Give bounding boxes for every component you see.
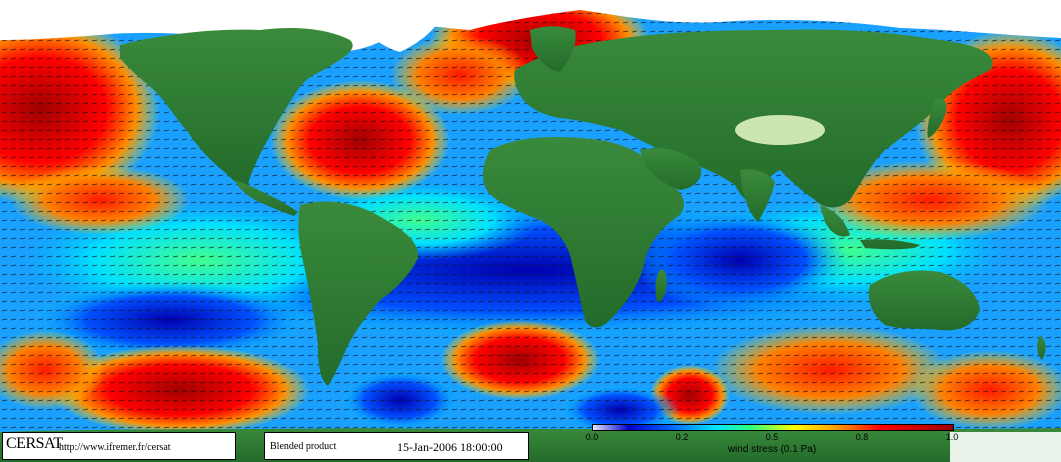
product-label: Blended product <box>270 441 337 452</box>
australia <box>868 270 980 331</box>
wind-stress-scale: 0.0 0.2 0.5 0.8 1.0 wind stress (0.1 Pa) <box>566 422 966 460</box>
greenland <box>360 10 440 53</box>
central-america <box>235 180 298 216</box>
india <box>740 169 775 222</box>
cersat-url-link[interactable]: http://www.ifremer.fr/cersat <box>59 442 171 453</box>
cersat-logo-box: CERSAT http://www.ifremer.fr/cersat <box>2 432 236 460</box>
north-america <box>120 28 353 186</box>
arabia <box>640 148 702 190</box>
tibetan-plateau <box>735 115 825 145</box>
tick-label: 0.5 <box>765 432 779 442</box>
madagascar <box>655 269 667 302</box>
scale-label: wind stress (0.1 Pa) <box>727 444 817 455</box>
product-info-box: Blended product 15-Jan-2006 18:00:00 <box>264 432 529 460</box>
tick-label: 1.0 <box>945 432 959 442</box>
colorbar <box>592 424 954 431</box>
antarctica-ice <box>950 432 1061 462</box>
tick-label: 0.8 <box>855 432 869 442</box>
tick-label: 0.0 <box>585 432 599 442</box>
product-date: 15-Jan-2006 18:00:00 <box>397 440 503 454</box>
scandinavia <box>530 26 576 72</box>
cersat-logo: CERSAT <box>6 435 63 452</box>
south-america <box>298 201 419 386</box>
tick-label: 0.2 <box>675 432 689 442</box>
new-zealand <box>1037 335 1046 360</box>
japan <box>927 98 947 138</box>
indonesia <box>820 205 920 250</box>
africa <box>482 137 684 328</box>
